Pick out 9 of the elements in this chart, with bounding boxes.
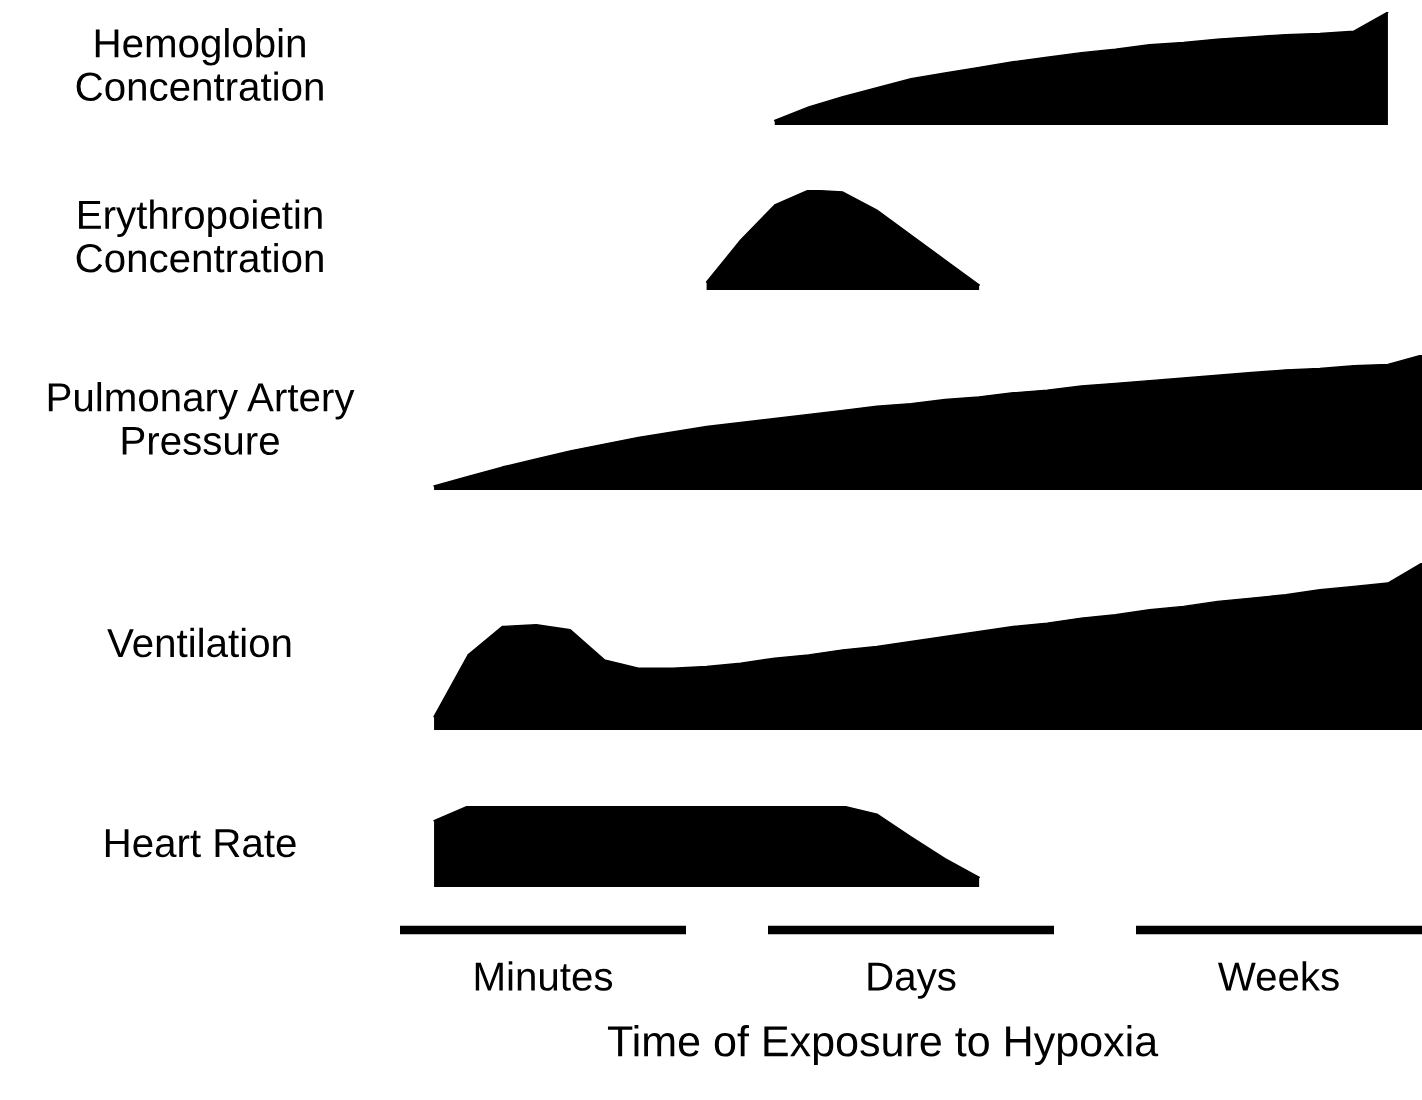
chart-title: Heart Rate: [105, 829, 296, 858]
text: Pulmonary Artery Pressure: [48, 382, 355, 455]
x-axis-title: Time of Exposure to Hypoxia: [607, 1024, 1159, 1066]
text: Hemoglobin Concentration: [76, 28, 323, 101]
text: Weeks: [1217, 961, 1339, 991]
text: Erythropoietin Concentration: [76, 199, 323, 273]
text: Minutes: [475, 961, 613, 991]
text: Days: [868, 962, 956, 999]
text: Ventilation: [107, 627, 291, 658]
